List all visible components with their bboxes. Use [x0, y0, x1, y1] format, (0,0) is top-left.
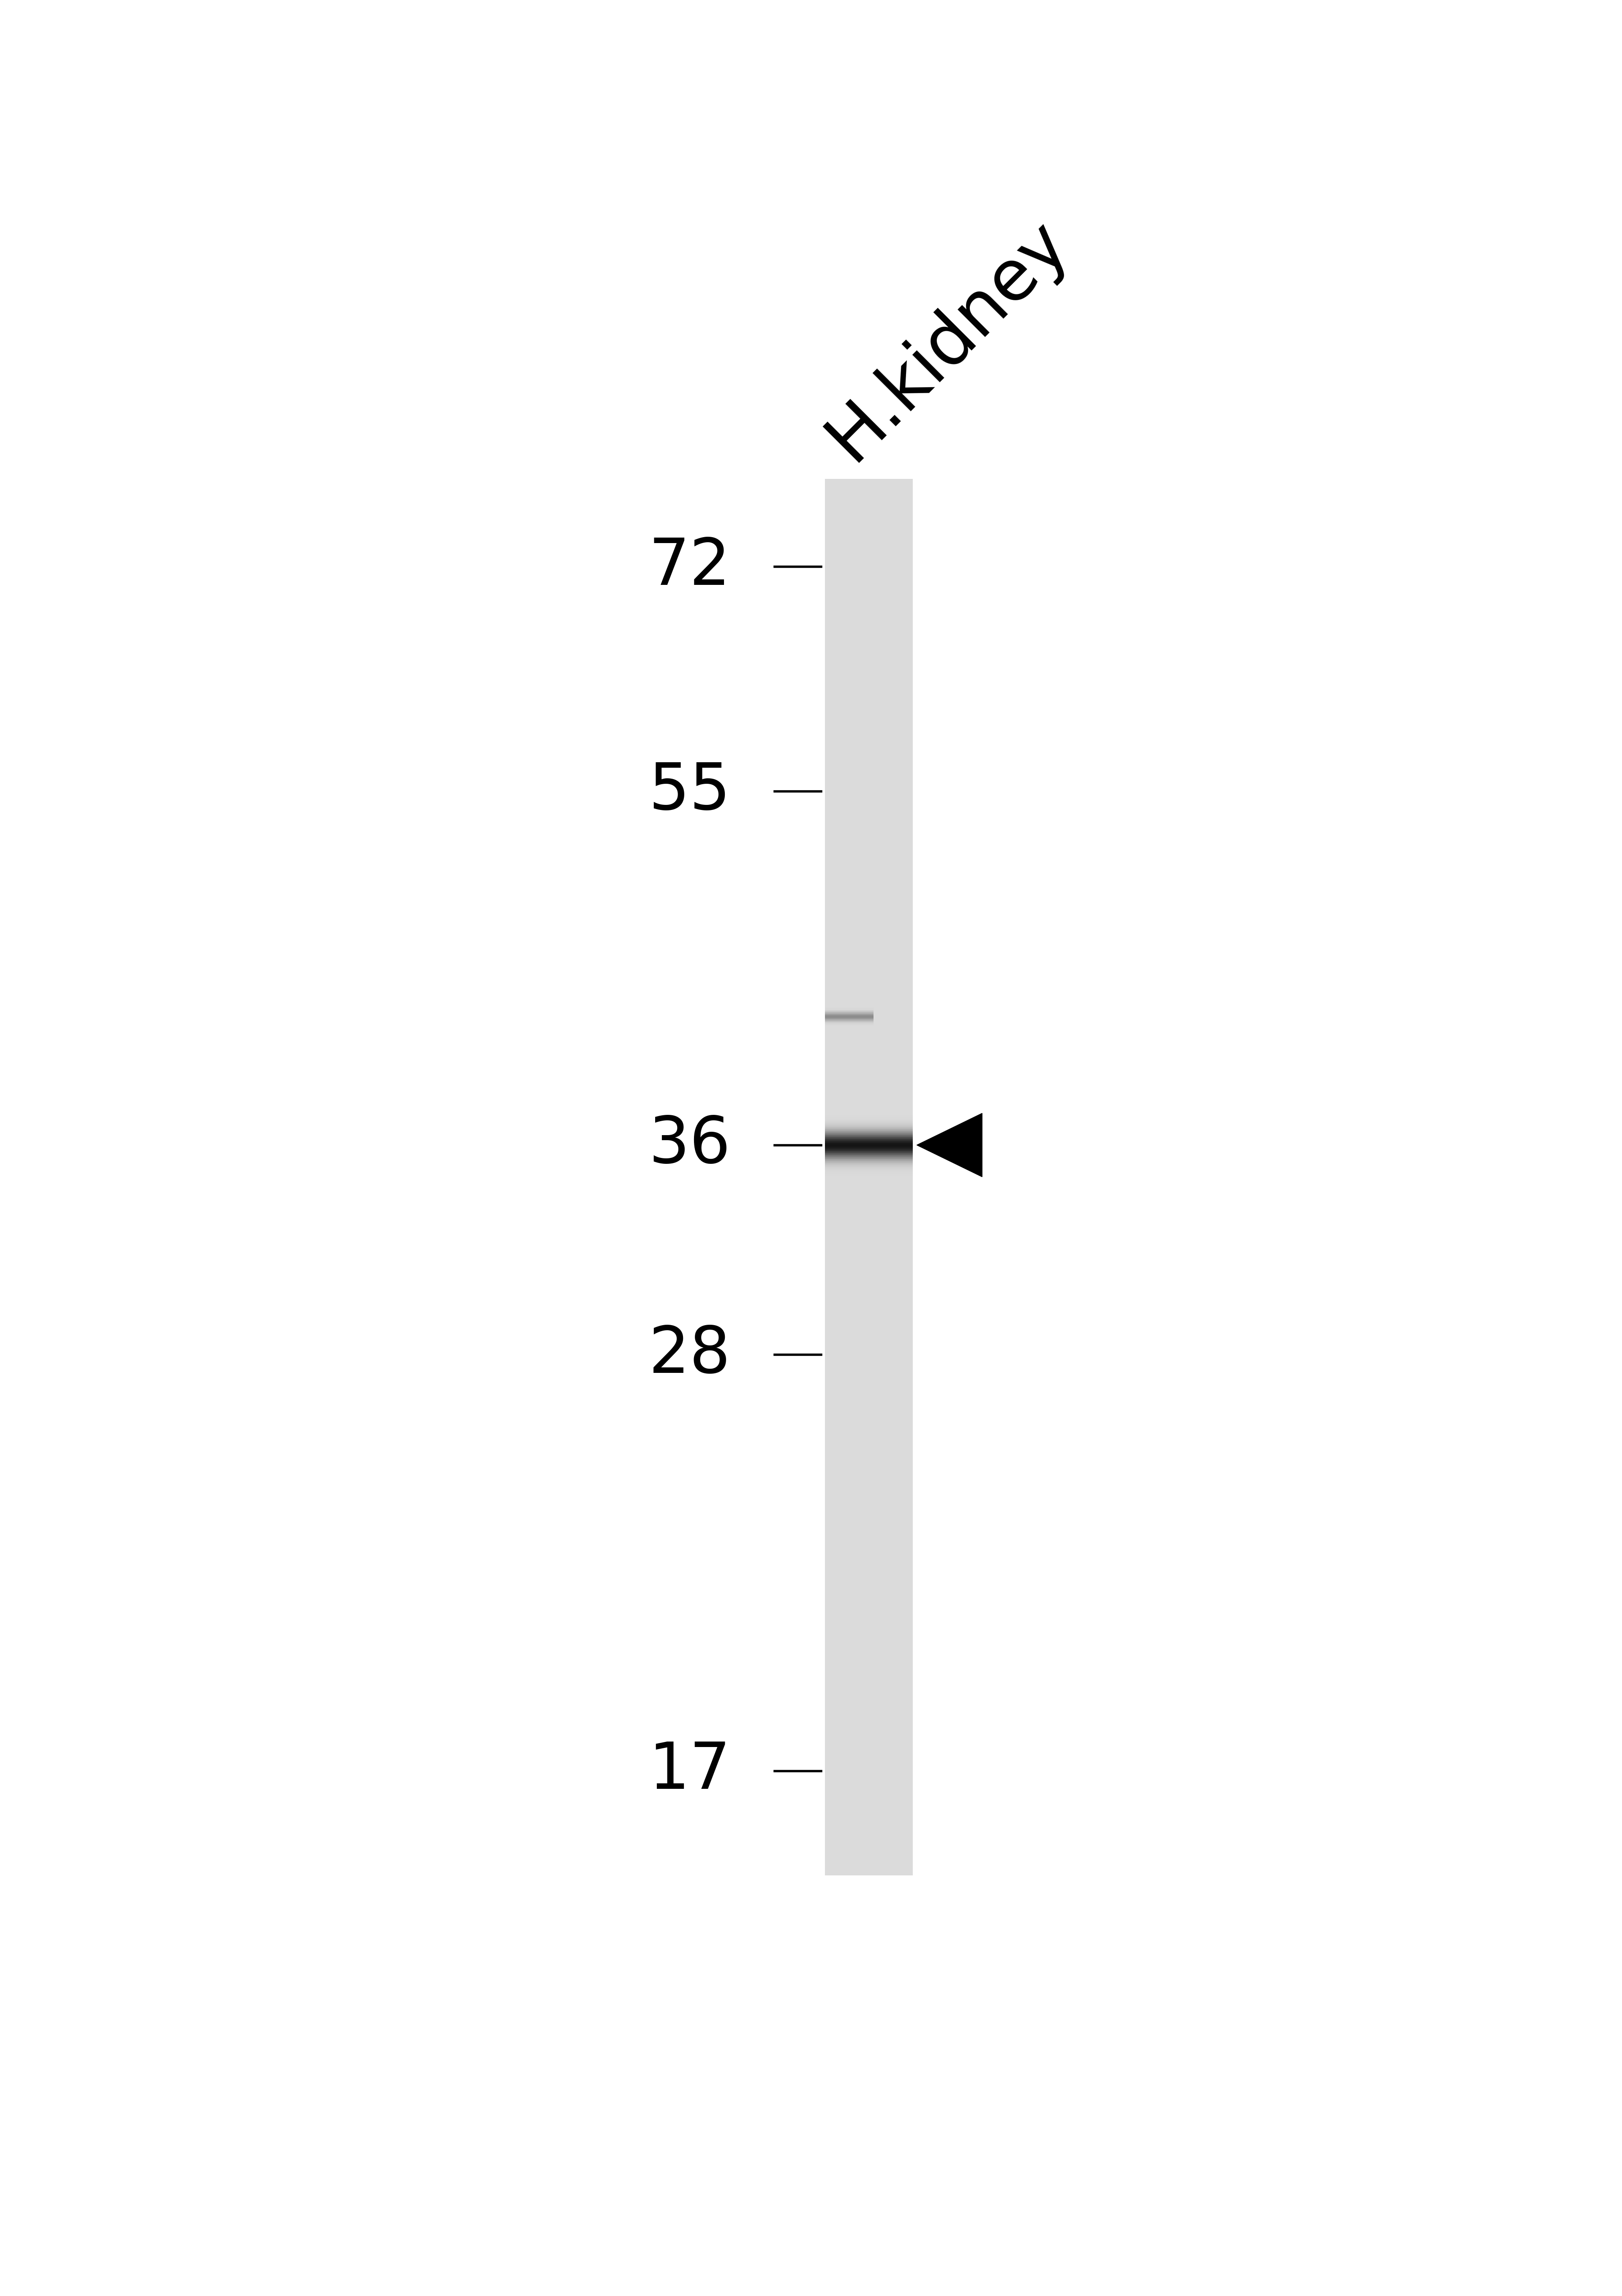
Text: 72: 72 [649, 535, 730, 599]
Text: 28: 28 [649, 1322, 730, 1387]
Text: 36: 36 [649, 1114, 730, 1176]
Text: H.kidney: H.kidney [814, 207, 1080, 473]
Text: 17: 17 [649, 1740, 730, 1802]
Text: 55: 55 [649, 760, 730, 822]
Bar [826, 480, 913, 1876]
Polygon shape [916, 1114, 981, 1178]
